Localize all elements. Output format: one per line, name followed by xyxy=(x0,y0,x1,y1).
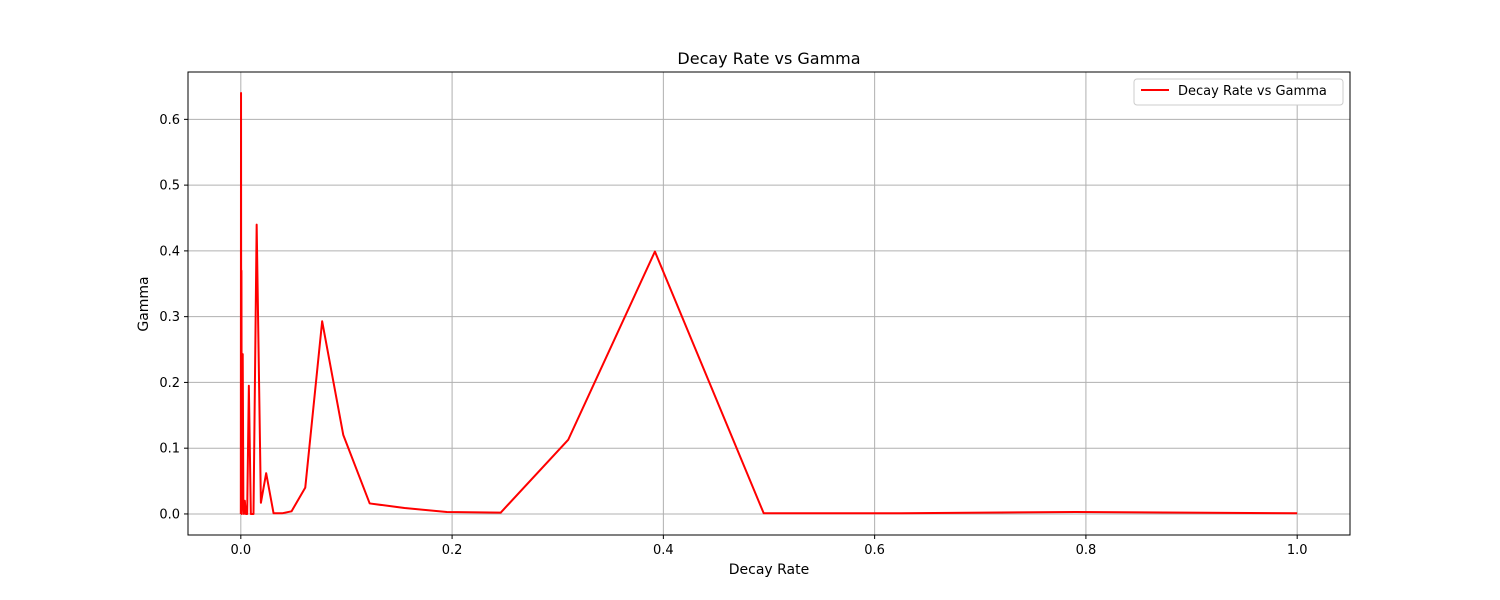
x-tick-label: 0.8 xyxy=(1076,543,1097,558)
plot-frame xyxy=(187,71,1351,536)
x-tick-label: 0.4 xyxy=(653,543,674,558)
y-tick-label: 0.4 xyxy=(159,244,180,259)
x-tick-label: 0.0 xyxy=(230,543,251,558)
grid-lines xyxy=(188,72,1350,535)
y-tick-label: 0.6 xyxy=(159,113,180,128)
y-tick-label: 0.0 xyxy=(159,507,180,522)
x-axis-label: Decay Rate xyxy=(729,562,810,578)
x-tick-label: 0.2 xyxy=(442,543,463,558)
legend-label: Decay Rate vs Gamma xyxy=(1178,84,1327,99)
x-tick-label: 0.6 xyxy=(864,543,885,558)
x-tick-label: 1.0 xyxy=(1287,543,1308,558)
y-tick-label: 0.5 xyxy=(159,179,180,194)
y-tick-label: 0.2 xyxy=(159,376,180,391)
legend-box xyxy=(1133,78,1344,106)
legend: Decay Rate vs Gamma xyxy=(1133,78,1344,106)
series-line xyxy=(239,92,1298,515)
y-axis-label: Gamma xyxy=(136,276,152,331)
y-axis-ticks: 0.0 0.1 0.2 0.3 0.4 0.5 0.6 xyxy=(159,113,188,522)
x-axis-ticks: 0.0 0.2 0.4 0.6 0.8 1.0 xyxy=(230,535,1308,558)
chart-title: Decay Rate vs Gamma xyxy=(677,49,860,68)
series-layer xyxy=(239,92,1298,515)
plot-area xyxy=(188,72,1350,535)
y-tick-label: 0.3 xyxy=(159,310,180,325)
y-tick-label: 0.1 xyxy=(159,442,180,457)
